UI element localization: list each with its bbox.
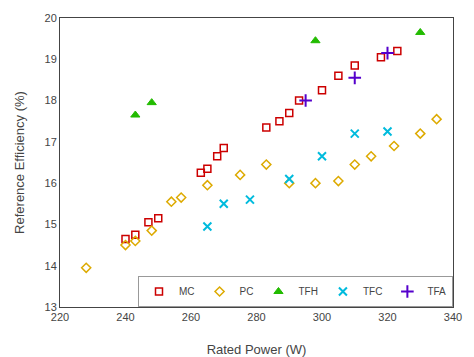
- svg-text:320: 320: [378, 311, 396, 323]
- svg-text:300: 300: [313, 311, 331, 323]
- svg-text:240: 240: [116, 311, 134, 323]
- svg-text:17: 17: [45, 136, 57, 148]
- svg-text:340: 340: [444, 311, 462, 323]
- svg-text:13: 13: [45, 301, 57, 313]
- svg-text:18: 18: [45, 94, 57, 106]
- svg-text:TFA: TFA: [427, 286, 446, 297]
- svg-text:MC: MC: [179, 286, 195, 297]
- svg-text:TFC: TFC: [363, 286, 382, 297]
- svg-text:14: 14: [45, 260, 57, 272]
- svg-text:16: 16: [45, 177, 57, 189]
- svg-text:Reference Efficiency (%): Reference Efficiency (%): [12, 91, 27, 234]
- svg-text:PC: PC: [240, 286, 254, 297]
- svg-text:20: 20: [45, 12, 57, 24]
- svg-text:TFH: TFH: [298, 286, 317, 297]
- svg-text:260: 260: [182, 311, 200, 323]
- svg-text:19: 19: [45, 53, 57, 65]
- svg-text:15: 15: [45, 218, 57, 230]
- svg-text:220: 220: [51, 311, 69, 323]
- svg-text:Rated Power (W): Rated Power (W): [207, 342, 307, 357]
- svg-text:280: 280: [247, 311, 265, 323]
